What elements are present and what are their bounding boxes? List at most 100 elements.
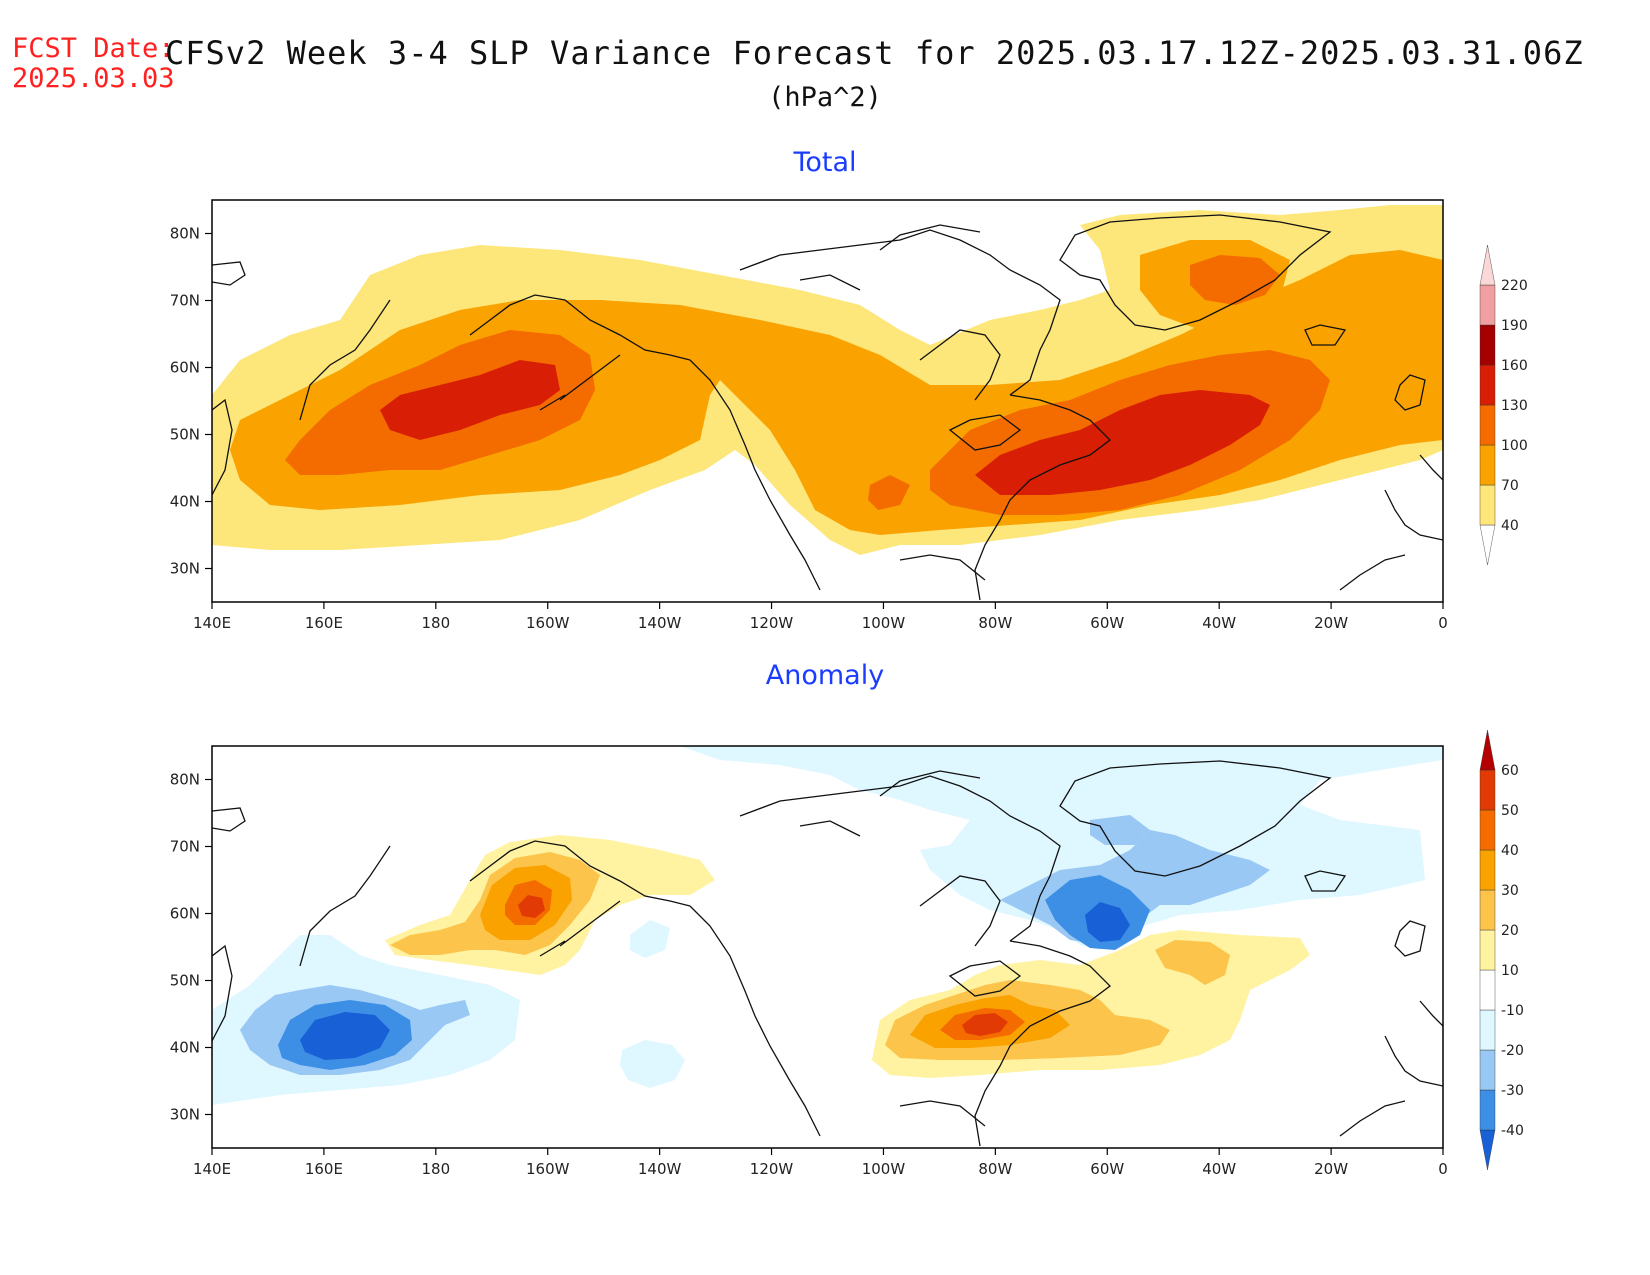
coastlines-anomaly	[212, 760, 1443, 1147]
anomaly-colorbar-label: 30	[1501, 883, 1519, 899]
anomaly-lat-label: 70N	[170, 838, 200, 856]
total-lon-label: 40W	[1202, 614, 1236, 632]
total-colorbar-label: 220	[1501, 278, 1528, 294]
total-lat-label: 70N	[170, 292, 200, 310]
anomaly-colorbar-swatch	[1479, 809, 1496, 851]
total-colorbar-label: 160	[1501, 358, 1528, 374]
anomaly-lon-label: 20W	[1314, 1160, 1348, 1178]
anomaly-colorbar-swatch	[1479, 769, 1496, 811]
anomaly-colorbar-label: 60	[1501, 763, 1519, 779]
total-colorbar-label: 100	[1501, 438, 1528, 454]
total-colorbar-swatch	[1479, 484, 1496, 526]
total-lon-label: 80W	[978, 614, 1012, 632]
total-colorbar-swatch	[1479, 284, 1496, 326]
anomaly-colorbar: -40 -30 -20 -10 10 20 30 40 50 60	[1479, 729, 1524, 1171]
total-colorbar-swatch	[1479, 244, 1496, 286]
total-lon-label: 140W	[638, 614, 682, 632]
total-lat-label: 80N	[170, 225, 200, 243]
anomaly-colorbar-swatch	[1479, 1089, 1496, 1131]
anomaly-contour-neg10-gulf	[620, 1040, 685, 1088]
page-title: CFSv2 Week 3-4 SLP Variance Forecast for…	[165, 34, 1584, 72]
anomaly-map-frame	[211, 745, 1444, 1149]
anomaly-colorbar-label: -30	[1501, 1083, 1524, 1099]
total-lon-label: 140E	[193, 614, 231, 632]
anomaly-contour-neg40-pacific	[300, 1012, 390, 1060]
anomaly-lon-label: 0	[1438, 1160, 1448, 1178]
units-label: (hPa^2)	[768, 82, 882, 113]
anomaly-colorbar-label: -20	[1501, 1043, 1524, 1059]
anomaly-lat-label: 40N	[170, 1039, 200, 1057]
anomaly-lon-label: 160E	[305, 1160, 343, 1178]
anomaly-colorbar-label: 20	[1501, 923, 1519, 939]
anomaly-contour-pos20-atl	[1155, 940, 1230, 985]
anomaly-lon-label: 60W	[1090, 1160, 1124, 1178]
panel-title-anomaly: Anomaly	[765, 660, 885, 691]
total-contour-100-plains	[868, 475, 910, 510]
total-contour-130-atlantic	[975, 390, 1270, 495]
total-lon-label: 60W	[1090, 614, 1124, 632]
total-colorbar-label: 40	[1501, 518, 1519, 534]
total-map	[212, 200, 1443, 602]
anomaly-lon-label: 120W	[750, 1160, 794, 1178]
total-axes: 140E 160E 180 160W 140W 120W 100W 80W 60W 40W 20W 0…	[170, 225, 1448, 633]
forecast-date: FCST Date: 2025.03.03	[12, 34, 175, 94]
anomaly-contour-pos50-alaska	[518, 895, 545, 918]
total-colorbar-swatch	[1479, 364, 1496, 406]
total-lon-label: 160W	[526, 614, 570, 632]
anomaly-lon-label: 100W	[862, 1160, 906, 1178]
anomaly-map	[212, 746, 1443, 1148]
total-colorbar-label: 190	[1501, 318, 1528, 334]
panel-title-total: Total	[793, 147, 857, 178]
anomaly-lat-label: 50N	[170, 972, 200, 990]
anomaly-colorbar-label: 10	[1501, 963, 1519, 979]
total-lat-label: 60N	[170, 359, 200, 377]
forecast-date-value: 2025.03.03	[12, 63, 175, 94]
total-colorbar-label: 70	[1501, 478, 1519, 494]
anomaly-colorbar-label: 40	[1501, 843, 1519, 859]
total-lat-label: 50N	[170, 426, 200, 444]
anomaly-contour-neg10-ak	[630, 920, 670, 958]
anomaly-lat-label: 30N	[170, 1106, 200, 1124]
anomaly-colorbar-swatch	[1479, 729, 1496, 771]
anomaly-axes: 140E 160E 180 160W 140W 120W 100W 80W 60W 40W 20W 0…	[170, 771, 1448, 1179]
anomaly-colorbar-label: -40	[1501, 1123, 1524, 1139]
anomaly-colorbar-swatch	[1479, 849, 1496, 891]
anomaly-contour-pos50-east	[962, 1013, 1008, 1036]
total-colorbar-swatch	[1479, 524, 1496, 566]
anomaly-colorbar-swatch	[1479, 1049, 1496, 1091]
total-lon-label: 180	[421, 614, 450, 632]
anomaly-lon-label: 180	[421, 1160, 450, 1178]
total-lon-label: 0	[1438, 614, 1448, 632]
total-lat-label: 30N	[170, 560, 200, 578]
total-colorbar-swatch	[1479, 404, 1496, 446]
total-colorbar-label: 130	[1501, 398, 1528, 414]
total-map-frame	[211, 199, 1444, 603]
anomaly-contour-neg20-ns	[1090, 815, 1150, 845]
forecast-date-label: FCST Date:	[12, 33, 175, 64]
total-lon-label: 100W	[862, 614, 906, 632]
anomaly-colorbar-swatch	[1479, 1129, 1496, 1171]
anomaly-colorbar-swatch	[1479, 969, 1496, 1011]
coastlines	[212, 214, 1443, 601]
total-colorbar-swatch	[1479, 324, 1496, 366]
anomaly-lon-label: 140W	[638, 1160, 682, 1178]
total-lon-label: 20W	[1314, 614, 1348, 632]
anomaly-colorbar-swatch	[1479, 889, 1496, 931]
anomaly-colorbar-swatch	[1479, 929, 1496, 971]
total-colorbar-swatch	[1479, 444, 1496, 486]
total-lon-label: 120W	[750, 614, 794, 632]
anomaly-lon-label: 80W	[978, 1160, 1012, 1178]
anomaly-lat-label: 60N	[170, 905, 200, 923]
total-lon-label: 160E	[305, 614, 343, 632]
total-lat-label: 40N	[170, 493, 200, 511]
anomaly-colorbar-label: -10	[1501, 1003, 1524, 1019]
anomaly-lon-label: 140E	[193, 1160, 231, 1178]
total-contour-100-greenland	[1190, 255, 1280, 305]
anomaly-colorbar-swatch	[1479, 1009, 1496, 1051]
total-contour-130-pacific	[380, 360, 560, 440]
anomaly-lon-label: 40W	[1202, 1160, 1236, 1178]
anomaly-contour-neg10-arctic	[680, 746, 1443, 950]
anomaly-lon-label: 160W	[526, 1160, 570, 1178]
anomaly-lat-label: 80N	[170, 771, 200, 789]
